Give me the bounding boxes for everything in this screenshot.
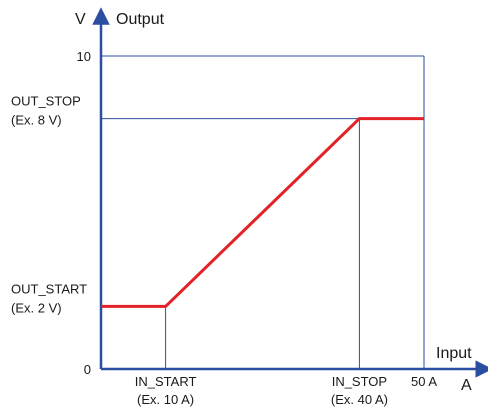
x-axis-title: Input bbox=[436, 345, 472, 362]
y-tick-label-3: 10 bbox=[77, 49, 91, 64]
x-axis-unit: A bbox=[461, 377, 472, 394]
x-tick-sublabel-1: (Ex. 40 A) bbox=[331, 392, 388, 407]
x-tick-label-0: IN_START bbox=[135, 374, 197, 389]
x-tick-label-1: IN_STOP bbox=[332, 374, 387, 389]
y-tick-label-0: 0 bbox=[84, 362, 91, 377]
y-tick-label-1: OUT_START bbox=[11, 281, 87, 296]
y-tick-sublabel-1: (Ex. 2 V) bbox=[11, 300, 62, 315]
y-axis-title: Output bbox=[116, 11, 165, 28]
x-tick-label-2: 50 A bbox=[411, 374, 437, 389]
x-tick-sublabel-0: (Ex. 10 A) bbox=[137, 392, 194, 407]
y-axis-unit: V bbox=[75, 11, 86, 28]
output-series-line bbox=[101, 117, 424, 308]
y-tick-sublabel-2: (Ex. 8 V) bbox=[11, 113, 62, 128]
x-tick-labels: IN_START (Ex. 10 A) IN_STOP (Ex. 40 A) 50 A bbox=[135, 374, 438, 407]
series-layer bbox=[101, 117, 424, 308]
y-tick-label-2: OUT_STOP bbox=[11, 94, 81, 109]
guide-lines bbox=[101, 55, 425, 369]
y-tick-labels: 0 OUT_START (Ex. 2 V) OUT_STOP (Ex. 8 V) 10 bbox=[11, 49, 91, 377]
